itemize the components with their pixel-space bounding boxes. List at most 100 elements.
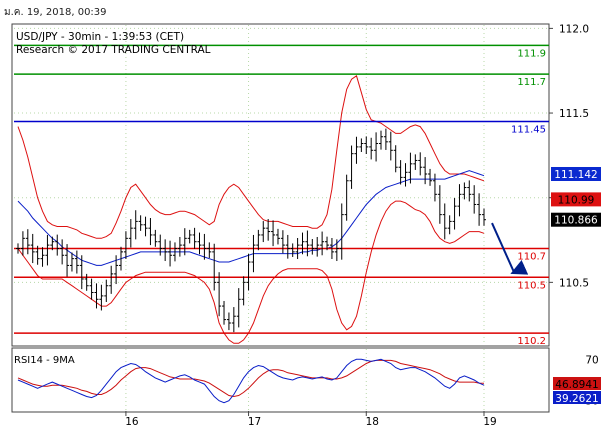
candle-9 <box>60 239 65 265</box>
rsi-value-tag-label: 46.8941 <box>555 379 598 391</box>
price-tick-label-3: 110.5 <box>559 277 589 289</box>
research-credit: Research © 2017 TRADING CENTRAL <box>16 44 211 56</box>
time-axis: 16 17 18 19 <box>125 411 497 428</box>
candle-83 <box>423 157 428 185</box>
candle-58 <box>300 232 305 255</box>
candle-55 <box>285 234 290 259</box>
candle-56 <box>290 243 295 257</box>
candle-1 <box>20 231 25 256</box>
candle-53 <box>275 228 280 245</box>
candle-33 <box>177 236 182 257</box>
candle-93 <box>472 185 477 214</box>
rsi-line <box>17 358 485 404</box>
candle-52 <box>271 220 276 247</box>
candle-70 <box>359 138 364 152</box>
candle-54 <box>280 230 285 254</box>
candle-51 <box>266 219 271 241</box>
price-tag-bg-2 <box>551 212 601 227</box>
price-tag-bg-0 <box>551 166 601 181</box>
price-tag-label-1: 110.99 <box>558 194 595 206</box>
candle-10 <box>65 244 70 277</box>
candle-76 <box>388 131 393 161</box>
candle-73 <box>374 132 379 162</box>
candle-26 <box>143 216 148 237</box>
candle-80 <box>408 152 413 184</box>
bollinger-bands <box>17 74 485 344</box>
candle-81 <box>413 154 418 170</box>
candle-5 <box>40 247 45 267</box>
candle-65 <box>334 239 339 262</box>
candle-84 <box>428 168 433 186</box>
candle-91 <box>462 182 467 200</box>
candle-85 <box>432 173 437 202</box>
candle-11 <box>69 252 74 272</box>
candle-8 <box>55 234 60 256</box>
candle-67 <box>344 174 349 221</box>
time-tick-label-2: 18 <box>366 416 379 428</box>
candle-94 <box>477 193 482 226</box>
candle-69 <box>354 136 359 164</box>
time-tick-label-0: 16 <box>125 416 139 428</box>
candle-27 <box>148 218 153 246</box>
candle-45 <box>236 288 241 328</box>
level-label-5: 110.2 <box>517 336 546 347</box>
candle-78 <box>398 160 403 185</box>
candle-42 <box>222 300 227 325</box>
grid <box>14 25 549 411</box>
level-label-3: 110.7 <box>517 251 546 262</box>
candle-39 <box>207 242 212 258</box>
candle-77 <box>393 145 398 173</box>
candle-31 <box>168 240 173 267</box>
candle-35 <box>187 229 192 244</box>
symbol-title: USD/JPY - 30min - 1:39:53 (CET) <box>16 31 184 43</box>
candle-63 <box>325 236 330 251</box>
candle-3 <box>30 233 35 264</box>
candle-24 <box>133 210 138 240</box>
candle-38 <box>202 233 207 260</box>
candle-18 <box>104 279 109 302</box>
level-label-0: 111.9 <box>517 48 546 59</box>
candle-75 <box>383 128 388 150</box>
candle-20 <box>114 255 119 285</box>
candle-2 <box>25 229 30 255</box>
rsi-ma-tag-bg <box>553 391 601 404</box>
forecast-arrow <box>491 222 529 275</box>
candle-66 <box>339 203 344 260</box>
price-tag-label-0: 111.142 <box>554 169 597 181</box>
candle-90 <box>457 184 462 217</box>
price-tag-label-2: 110.866 <box>554 215 598 227</box>
candle-89 <box>452 198 457 230</box>
candle-17 <box>99 284 104 311</box>
candle-15 <box>89 278 94 300</box>
candle-12 <box>74 250 79 274</box>
price-panel-border <box>11 23 550 347</box>
candle-29 <box>158 234 163 256</box>
time-tick-label-1: 17 <box>248 416 261 428</box>
overlays <box>491 222 529 275</box>
candle-4 <box>35 245 40 265</box>
candle-88 <box>447 215 452 235</box>
rsi-tick-label-0: 70 <box>585 354 598 366</box>
rsi-ma-tag-label: 39.2621 <box>555 393 598 405</box>
candle-40 <box>212 243 217 291</box>
candle-64 <box>329 237 334 259</box>
level-label-4: 110.5 <box>517 280 546 291</box>
candle-46 <box>241 276 246 306</box>
candles <box>16 128 486 333</box>
candle-87 <box>442 203 447 240</box>
candle-57 <box>295 237 300 259</box>
timestamp: ม.ค. 19, 2018, 00:39 <box>4 7 107 18</box>
candle-95 <box>482 208 486 226</box>
candle-37 <box>197 232 202 255</box>
candle-61 <box>315 236 320 257</box>
candle-50 <box>261 221 266 243</box>
level-label-2: 111.45 <box>511 125 546 136</box>
price-tag-bg-1 <box>551 192 601 207</box>
candle-47 <box>246 253 251 291</box>
price-tick-label-1: 111.5 <box>559 108 589 120</box>
candle-36 <box>192 227 197 249</box>
